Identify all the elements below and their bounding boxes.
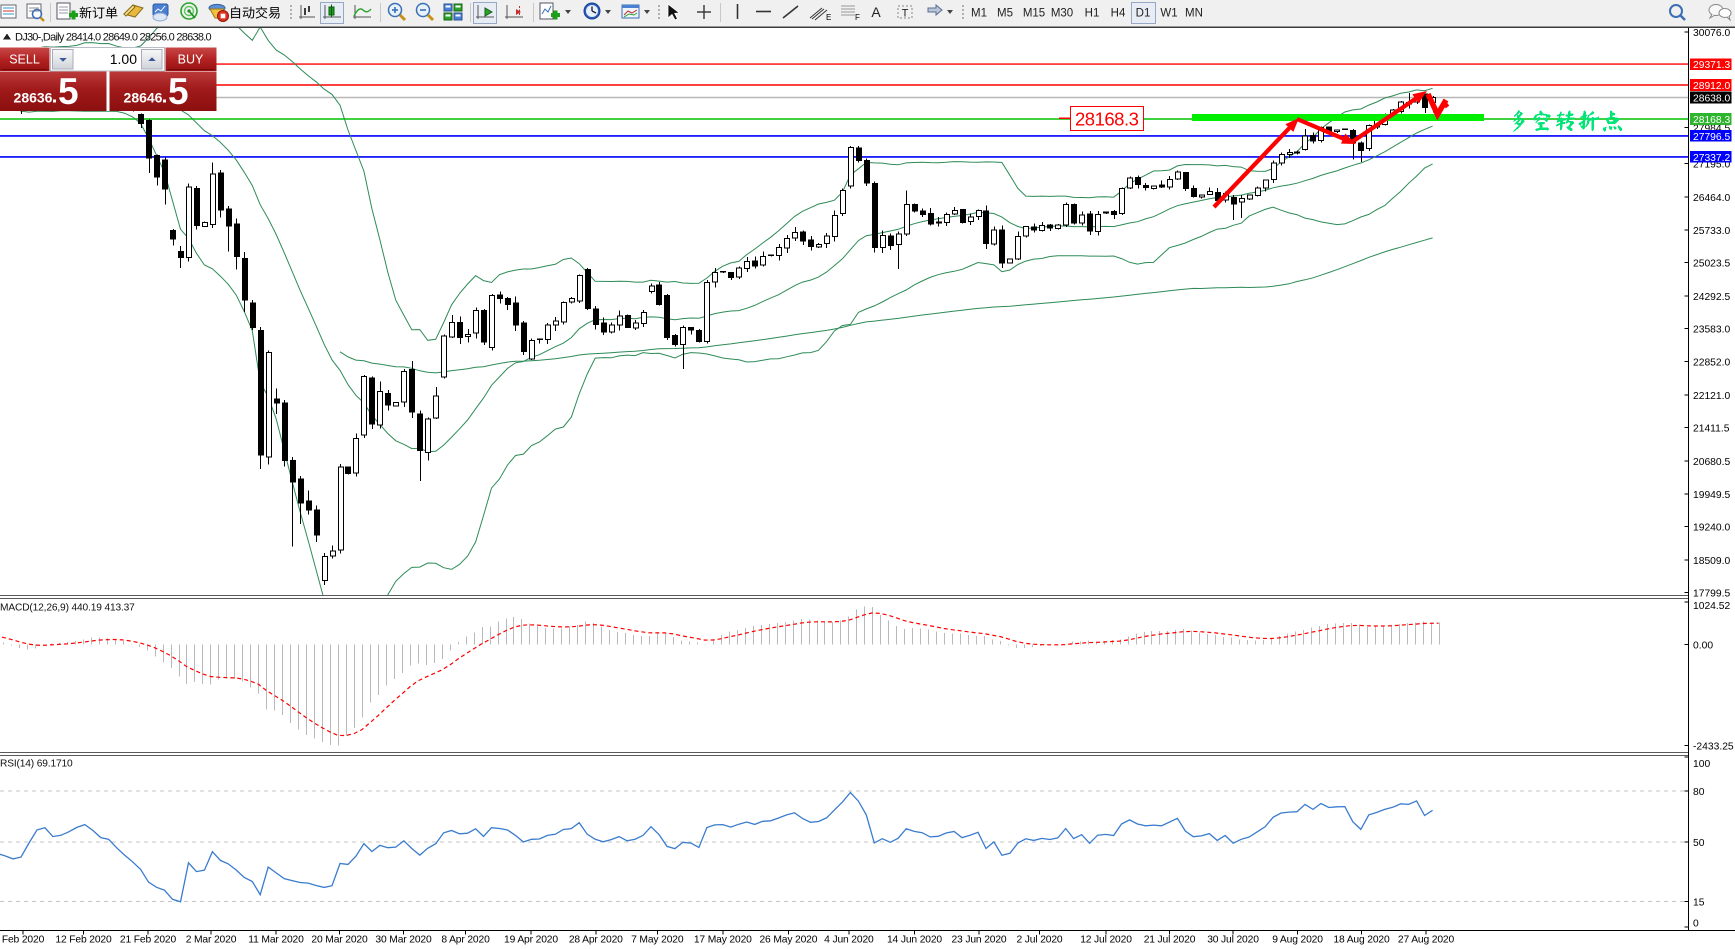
svg-text:12 Jul 2020: 12 Jul 2020 (1080, 935, 1132, 946)
svg-text:27796.5: 27796.5 (1693, 132, 1730, 143)
svg-text:12 Feb 2020: 12 Feb 2020 (55, 935, 112, 946)
svg-text:100: 100 (1693, 759, 1710, 770)
svg-text:26 May 2020: 26 May 2020 (759, 935, 817, 946)
svg-text:0: 0 (1693, 918, 1699, 929)
svg-text:4 Jun 2020: 4 Jun 2020 (824, 935, 874, 946)
svg-text:22121.0: 22121.0 (1693, 391, 1730, 402)
svg-text:SELL: SELL (9, 53, 40, 67)
svg-text:27337.2: 27337.2 (1693, 153, 1730, 164)
svg-text:25023.5: 25023.5 (1693, 259, 1730, 270)
svg-text:27195.0: 27195.0 (1693, 159, 1730, 170)
svg-text:30 Jul 2020: 30 Jul 2020 (1207, 935, 1259, 946)
svg-text:20 Mar 2020: 20 Mar 2020 (311, 935, 368, 946)
svg-text:18 Aug 2020: 18 Aug 2020 (1333, 935, 1390, 946)
svg-text:30 Mar 2020: 30 Mar 2020 (375, 935, 432, 946)
svg-text:19949.5: 19949.5 (1693, 490, 1730, 501)
svg-text:1024.52: 1024.52 (1693, 601, 1730, 612)
svg-text:19240.0: 19240.0 (1693, 523, 1730, 534)
svg-text:21 Feb 2020: 21 Feb 2020 (120, 935, 177, 946)
svg-text:MACD(12,26,9) 440.19 413.37: MACD(12,26,9) 440.19 413.37 (0, 603, 135, 614)
svg-text:28 Apr 2020: 28 Apr 2020 (569, 935, 623, 946)
svg-text:23583.0: 23583.0 (1693, 324, 1730, 335)
svg-text:21 Jul 2020: 21 Jul 2020 (1144, 935, 1196, 946)
svg-text:17 May 2020: 17 May 2020 (694, 935, 752, 946)
svg-text:D1: D1 (1136, 8, 1151, 20)
svg-text:18509.0: 18509.0 (1693, 556, 1730, 567)
svg-text:7 May 2020: 7 May 2020 (631, 935, 684, 946)
svg-text:28636: 28636 (14, 90, 53, 106)
svg-text:28168.3: 28168.3 (1075, 109, 1139, 130)
svg-text:Feb 2020: Feb 2020 (2, 935, 45, 946)
svg-text:E: E (826, 13, 831, 22)
svg-text:2 Mar 2020: 2 Mar 2020 (186, 935, 237, 946)
svg-text:MN: MN (1185, 8, 1203, 20)
svg-text:14 Jun 2020: 14 Jun 2020 (887, 935, 942, 946)
svg-text:28168.3: 28168.3 (1693, 115, 1730, 126)
svg-text:23 Jun 2020: 23 Jun 2020 (951, 935, 1006, 946)
svg-text:28646: 28646 (124, 90, 163, 106)
svg-text:0.00: 0.00 (1693, 641, 1713, 652)
svg-text:30076.0: 30076.0 (1693, 28, 1730, 39)
svg-text:20680.5: 20680.5 (1693, 457, 1730, 468)
svg-text:M1: M1 (971, 8, 987, 20)
svg-text:19 Apr 2020: 19 Apr 2020 (504, 935, 558, 946)
svg-text:A: A (871, 4, 881, 20)
svg-text:RSI(14) 69.1710: RSI(14) 69.1710 (0, 759, 73, 770)
svg-text:26464.0: 26464.0 (1693, 193, 1730, 204)
svg-text:M5: M5 (997, 8, 1013, 20)
svg-text:80: 80 (1693, 787, 1705, 798)
svg-text:21411.5: 21411.5 (1693, 423, 1730, 434)
svg-text:15: 15 (1693, 898, 1705, 909)
svg-text:M15: M15 (1023, 8, 1045, 20)
svg-text:2 Jul 2020: 2 Jul 2020 (1016, 935, 1062, 946)
svg-text:5: 5 (58, 71, 79, 112)
svg-text:28912.0: 28912.0 (1693, 81, 1730, 92)
svg-text:25733.0: 25733.0 (1693, 226, 1730, 237)
svg-text:M30: M30 (1051, 8, 1073, 20)
svg-text:H1: H1 (1085, 8, 1100, 20)
svg-text:T: T (902, 8, 909, 20)
svg-text:9 Aug 2020: 9 Aug 2020 (1272, 935, 1323, 946)
svg-text:F: F (855, 13, 860, 22)
svg-text:27 Aug 2020: 27 Aug 2020 (1398, 935, 1455, 946)
svg-text:28638.0: 28638.0 (1693, 94, 1730, 105)
svg-text:DJ30-,Daily 28414.0 28649.0 2: DJ30-,Daily 28414.0 28649.0 28256.0 2863… (15, 32, 212, 44)
svg-text:29371.3: 29371.3 (1693, 60, 1730, 71)
svg-text:H4: H4 (1111, 8, 1126, 20)
svg-text:W1: W1 (1160, 8, 1177, 20)
svg-text:BUY: BUY (178, 53, 204, 67)
svg-text:-2433.25: -2433.25 (1693, 741, 1734, 752)
svg-text:11 Mar 2020: 11 Mar 2020 (248, 935, 304, 946)
svg-text:50: 50 (1693, 838, 1705, 849)
svg-text:17799.5: 17799.5 (1693, 588, 1730, 599)
svg-text:1.00: 1.00 (110, 51, 137, 67)
svg-text:5: 5 (168, 71, 189, 112)
svg-text:27984.5: 27984.5 (1693, 123, 1730, 134)
svg-text:24292.5: 24292.5 (1693, 292, 1730, 303)
svg-text:22852.0: 22852.0 (1693, 358, 1730, 369)
svg-text:8 Apr 2020: 8 Apr 2020 (441, 935, 490, 946)
